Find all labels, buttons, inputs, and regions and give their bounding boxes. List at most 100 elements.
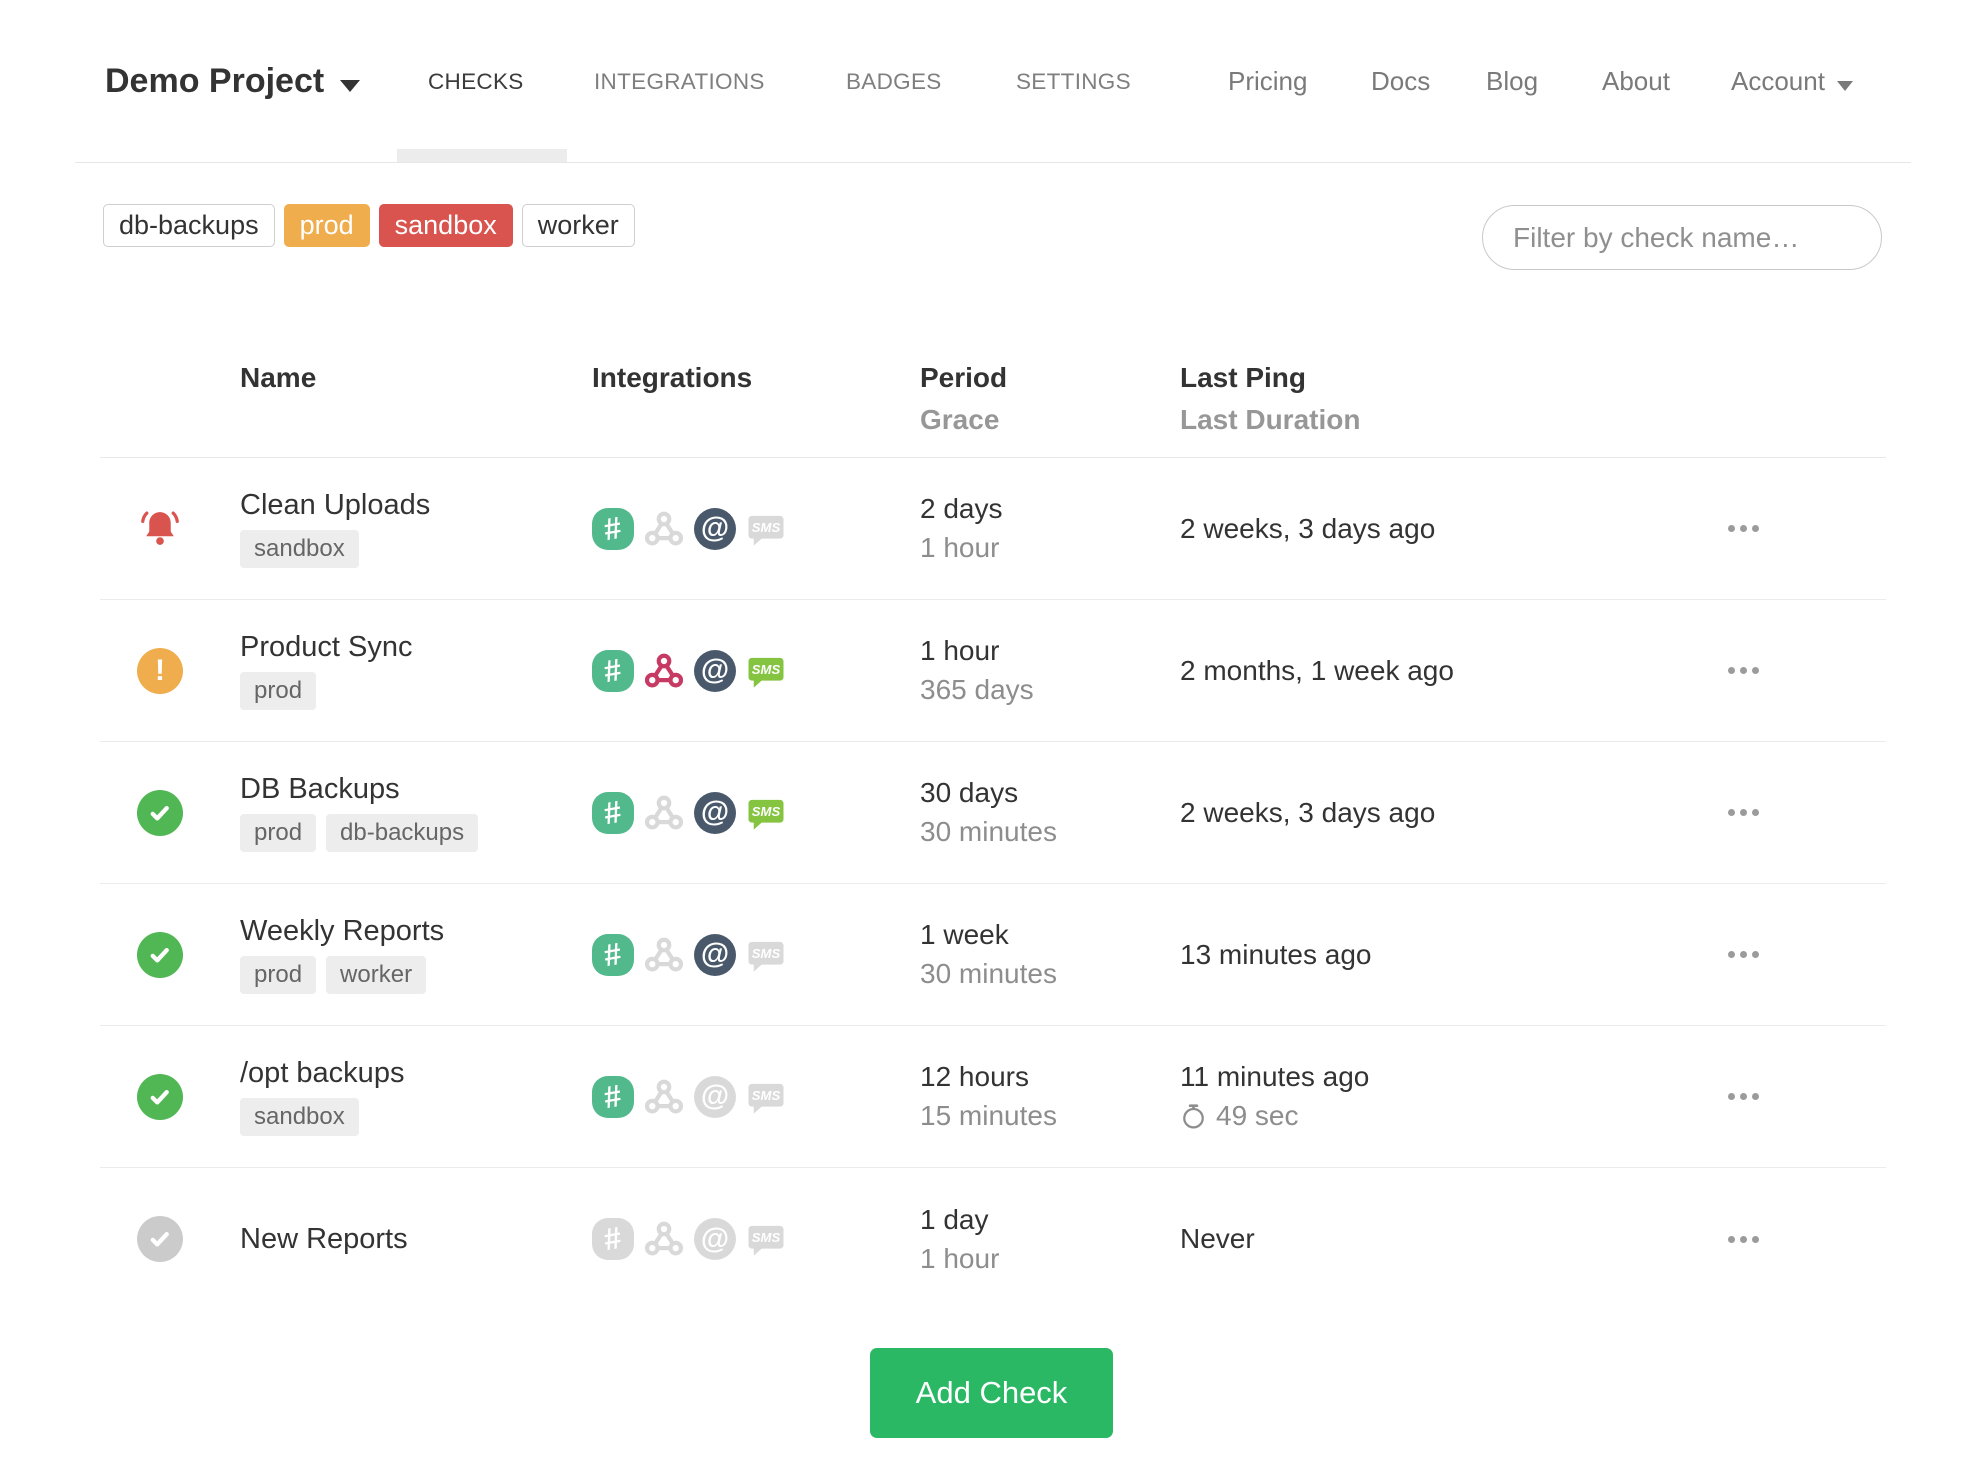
table-row: Weekly Reports prod worker # @ SMS 1 week 3… [100,884,1886,1026]
row-menu-button[interactable] [1720,1081,1767,1112]
webhook-icon [643,934,685,976]
tab-badges[interactable]: BADGES [846,68,942,94]
check-last-duration: 49 sec [1180,1100,1369,1132]
sms-icon: SMS [745,934,787,976]
nav-link-blog[interactable]: Blog [1486,66,1539,96]
svg-text:SMS: SMS [752,946,781,961]
row-menu-button[interactable] [1720,513,1767,544]
sms-icon: SMS [745,1076,787,1118]
check-grace: 15 minutes [920,1100,1057,1131]
tab-integrations[interactable]: INTEGRATIONS [594,68,765,94]
check-tag: prod [240,814,317,852]
check-tags: sandbox [240,530,359,568]
slack-icon: # [592,1075,634,1118]
check-tag: sandbox [240,1098,359,1136]
check-period: 2 days [920,493,1003,524]
caret-down-icon [340,79,361,92]
check-last-ping: 2 weeks, 3 days ago [1180,796,1436,828]
slack-icon: # [592,507,634,550]
sms-icon: SMS [745,650,787,692]
last-duration-value: 49 sec [1216,1100,1299,1131]
nav-link-about[interactable]: About [1602,66,1670,96]
tab-settings[interactable]: SETTINGS [1016,68,1131,94]
check-tag: worker [326,956,427,994]
caret-down-icon [1836,80,1853,91]
row-menu-button[interactable] [1720,797,1767,828]
check-name[interactable]: DB Backups [240,773,400,805]
email-icon: @ [694,1218,736,1260]
svg-text:SMS: SMS [752,662,781,677]
check-integrations: # @ SMS [592,884,787,1025]
check-name[interactable]: Weekly Reports [240,915,445,947]
email-icon: @ [694,507,736,550]
tag-filter-sandbox[interactable]: sandbox [378,204,513,247]
check-integrations: # @ SMS [592,1026,787,1167]
check-tags: sandbox [240,1098,359,1136]
check-grace: 30 minutes [920,958,1057,989]
check-last-ping: 11 minutes ago [1180,1061,1370,1092]
nav-link-pricing[interactable]: Pricing [1228,66,1308,96]
check-period: 1 day [920,1203,989,1235]
check-name[interactable]: Clean Uploads [240,489,431,521]
check-last-ping: 2 months, 1 week ago [1180,654,1454,686]
webhook-icon [643,792,685,834]
col-header-last-duration: Last Duration [1180,404,1361,435]
status-icon [137,789,183,836]
table-row: Clean Uploads sandbox # @ SMS 2 days 1 hou… [100,458,1886,600]
tag-filter-worker[interactable]: worker [521,204,635,247]
svg-text:SMS: SMS [752,520,781,535]
tag-filter-prod[interactable]: prod [283,204,370,247]
tag-filter-row: db-backups prod sandbox worker [103,204,635,247]
check-tags: prod worker [240,956,427,994]
check-last-ping: Never [1180,1223,1255,1254]
status-icon: ! [137,647,183,694]
check-integrations: # @ SMS [592,1168,787,1310]
table-row: New Reports # @ SMS 1 day 1 hour Never [100,1168,1886,1310]
row-menu-button[interactable] [1720,1224,1767,1255]
row-menu-button[interactable] [1720,939,1767,970]
check-tag: db-backups [326,814,479,852]
row-menu-button[interactable] [1720,655,1767,686]
table-row: /opt backups sandbox # @ SMS 12 hours 15 m… [100,1026,1886,1168]
account-menu[interactable]: Account [1731,0,1853,163]
col-header-last-ping: Last Ping [1180,362,1307,393]
project-name: Demo Project [105,62,325,100]
check-period: 30 days [920,777,1019,808]
project-switcher[interactable]: Demo Project [105,0,361,163]
status-icon [137,1073,183,1120]
tab-checks[interactable]: CHECKS [428,68,524,94]
check-tag: prod [240,956,317,994]
check-tag: sandbox [240,530,359,568]
sms-icon: SMS [745,792,787,834]
check-period: 1 week [920,919,1009,950]
check-last-ping: 13 minutes ago [1180,938,1372,970]
check-grace: 365 days [920,674,1034,705]
webhook-icon [643,1218,685,1260]
check-name[interactable]: /opt backups [240,1057,405,1089]
slack-icon: # [592,1218,634,1260]
check-grace: 1 hour [920,1242,1000,1274]
checks-table: Name Integrations Period Grace Last Ping… [100,340,1886,1310]
slack-icon: # [592,933,634,976]
nav-link-docs[interactable]: Docs [1371,66,1431,96]
status-icon [137,931,183,978]
check-integrations: # @ SMS [592,600,787,741]
col-header-grace: Grace [920,404,1000,435]
check-integrations: # @ SMS [592,458,787,599]
tag-filter-db-backups[interactable]: db-backups [103,204,275,247]
check-name-filter-input[interactable] [1482,205,1882,270]
check-period: 1 hour [920,635,1000,666]
checks-table-header: Name Integrations Period Grace Last Ping… [100,340,1886,458]
checks-table-body: Clean Uploads sandbox # @ SMS 2 days 1 hou… [100,458,1886,1310]
email-icon: @ [694,933,736,976]
webhook-icon [643,508,685,550]
check-grace: 1 hour [920,532,1000,563]
col-header-name: Name [240,362,317,393]
check-integrations: # @ SMS [592,742,787,883]
check-name[interactable]: New Reports [240,1222,408,1255]
check-name[interactable]: Product Sync [240,631,413,663]
status-icon [137,506,183,552]
sms-icon: SMS [745,508,787,550]
account-label: Account [1731,66,1825,96]
add-check-button[interactable]: Add Check [870,1348,1113,1438]
